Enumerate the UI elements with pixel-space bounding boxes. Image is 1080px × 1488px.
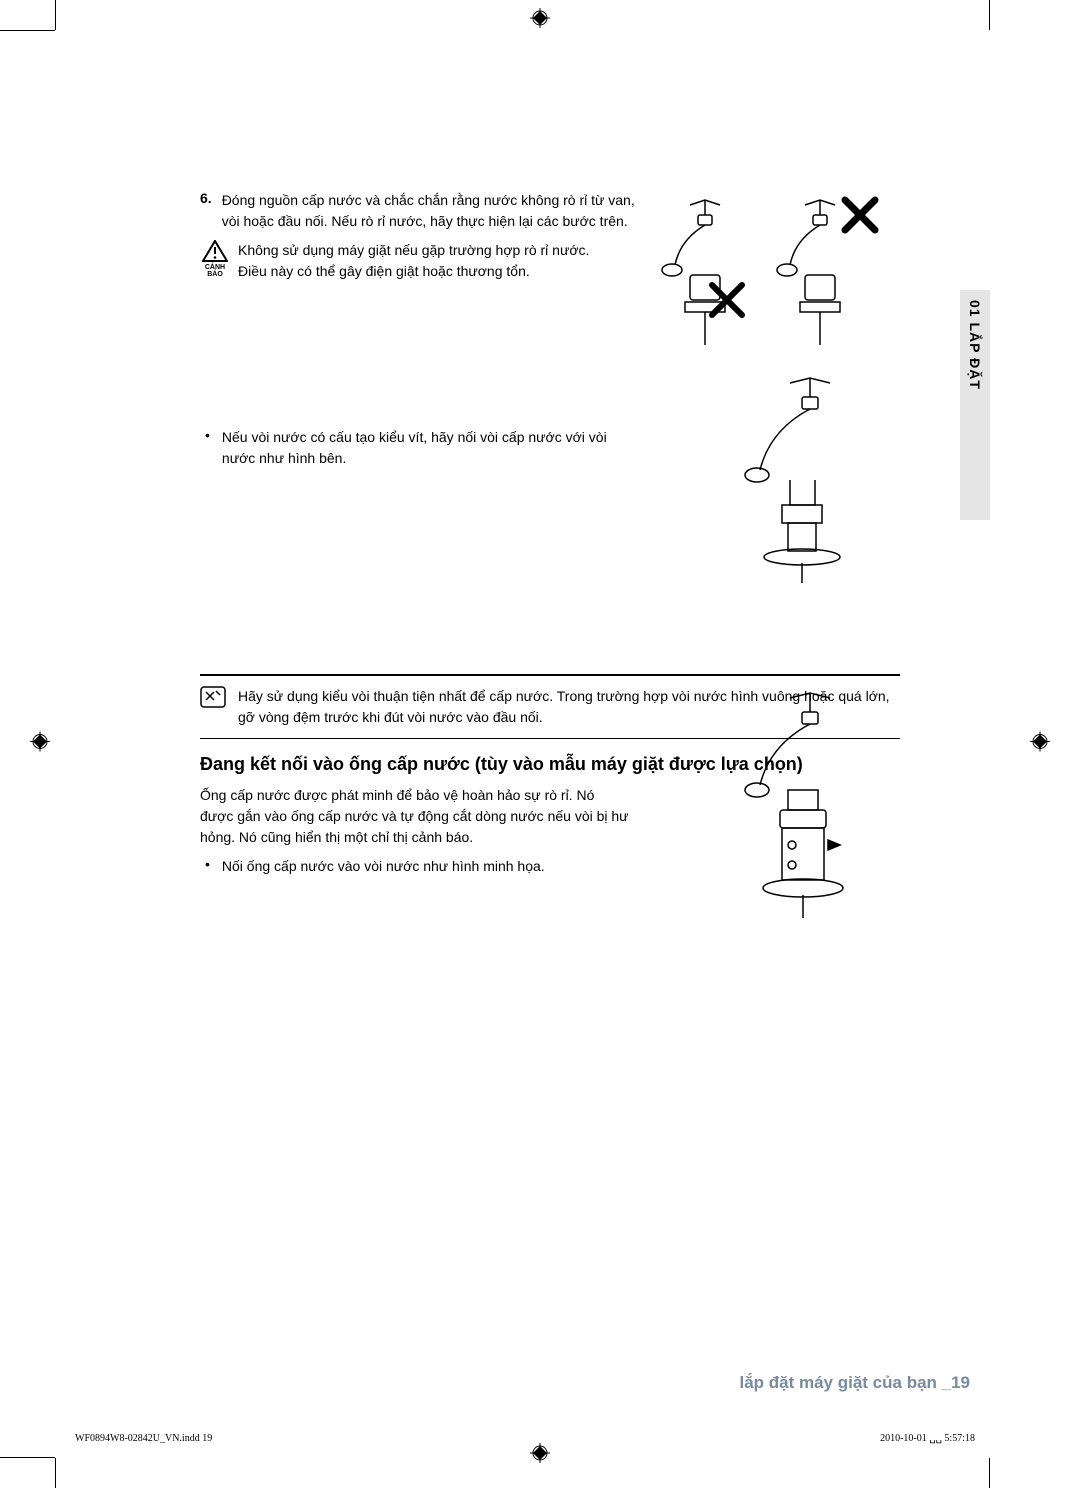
registration-mark (30, 732, 50, 757)
page-footer: lắp đặt máy giặt của bạn _19 (739, 1373, 970, 1393)
warning-icon: CẢNH BÁO (200, 240, 230, 282)
illustration-aquastop-hose (710, 690, 880, 920)
registration-mark (530, 8, 550, 33)
crop-mark (989, 1458, 990, 1488)
step-text: Đóng nguồn cấp nước và chắc chắn rằng nư… (222, 190, 642, 232)
bullet-icon: • (205, 427, 210, 469)
section-body: Ống cấp nước được phát minh để bảo vệ ho… (200, 785, 630, 848)
illustration-faucet-screw (710, 375, 880, 585)
registration-mark (1030, 732, 1050, 757)
bullet-icon: • (205, 856, 210, 877)
bullet-text: Nối ống cấp nước vào vòi nước như hình m… (222, 856, 545, 877)
registration-mark (530, 1443, 550, 1468)
illustration-faucets-xmarks (660, 190, 880, 350)
note-icon (200, 686, 230, 728)
indd-timestamp: 2010-10-01 ␣␣ 5:57:18 (880, 1433, 975, 1444)
warning-text: Không sử dụng máy giặt nếu gặp trường hợ… (238, 240, 618, 282)
crop-mark (55, 0, 56, 30)
section-tab-label: 01 LẮP ĐẶT (967, 300, 983, 390)
indd-filename: WF0894W8-02842U_VN.indd 19 (75, 1433, 212, 1444)
crop-mark (0, 30, 55, 31)
warning-label: CẢNH BÁO (200, 264, 230, 278)
divider (200, 674, 900, 676)
page-body: 6. Đóng nguồn cấp nước và chắc chắn rằng… (200, 190, 900, 897)
crop-mark (55, 1458, 56, 1488)
crop-mark (989, 0, 990, 30)
step-number: 6. (200, 190, 212, 232)
crop-mark (0, 1457, 55, 1458)
bullet-text: Nếu vòi nước có cấu tạo kiểu vít, hãy nố… (222, 427, 622, 469)
